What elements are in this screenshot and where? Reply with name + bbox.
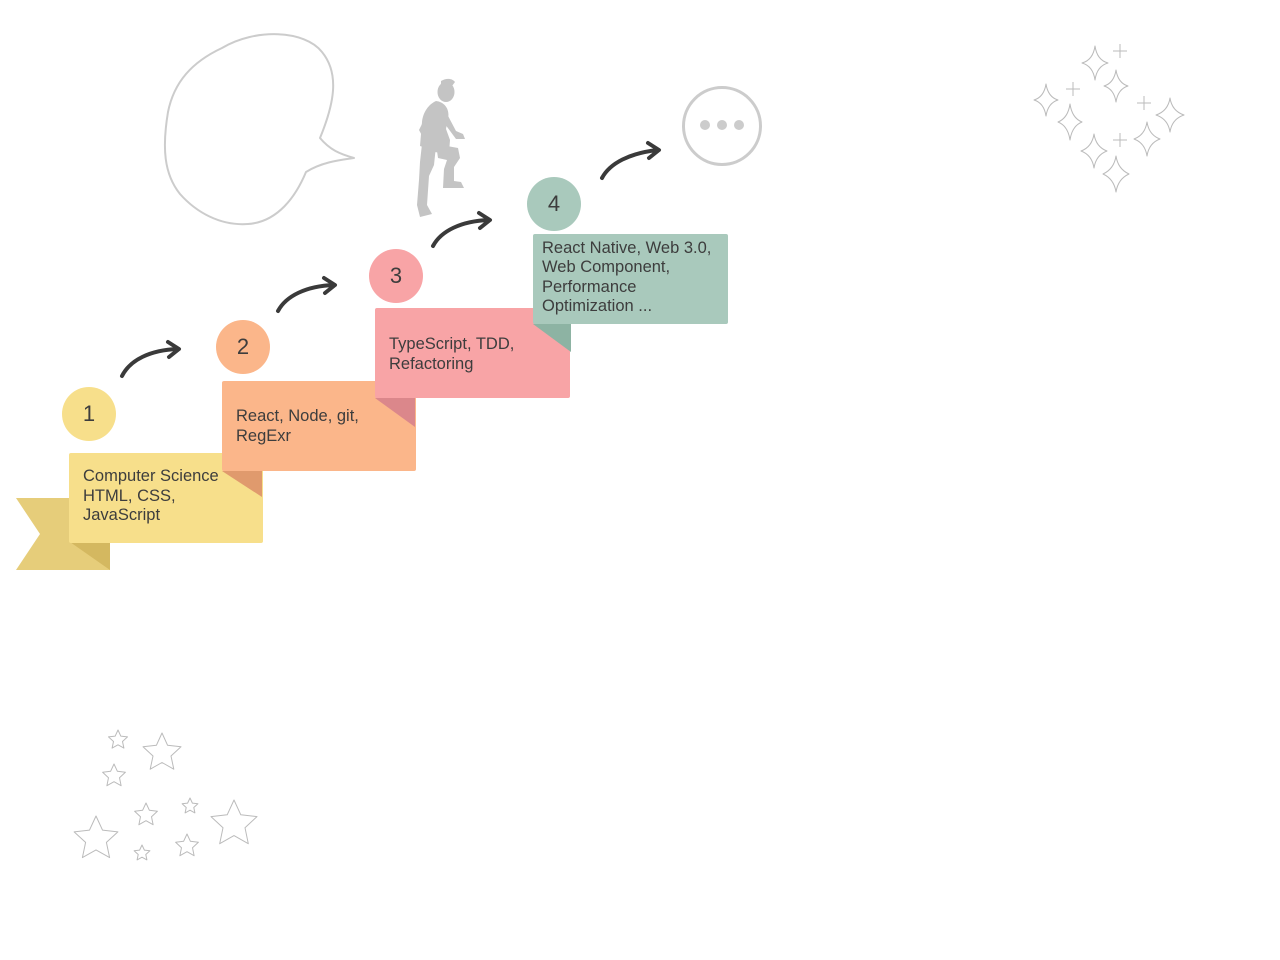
step-3-line-2: Refactoring bbox=[389, 354, 474, 373]
step-1-line-1: Computer Science bbox=[83, 467, 219, 485]
speech-bubble-icon bbox=[163, 33, 355, 226]
step-4-line-1: React Native, Web 3.0, bbox=[542, 239, 712, 257]
step-2-line-2: RegExr bbox=[236, 426, 292, 445]
card-fold-2 bbox=[375, 398, 415, 427]
step-number-3: 3 bbox=[369, 249, 423, 303]
step-4-line-2: Web Component, bbox=[542, 258, 671, 277]
climbing-person-icon bbox=[417, 78, 465, 217]
step-card-4: React Native, Web 3.0, Web Component, Pe… bbox=[533, 234, 728, 324]
sparkles-icon bbox=[1033, 44, 1185, 193]
step-1-line-3: JavaScript bbox=[83, 506, 161, 524]
ribbon-fold-icon bbox=[70, 542, 110, 570]
step-1-line-2: HTML, CSS, bbox=[83, 486, 176, 505]
ellipsis-circle-icon bbox=[682, 86, 762, 166]
arrow-icon bbox=[600, 141, 661, 180]
step-number-2: 2 bbox=[216, 320, 270, 374]
step-4-line-3: Performance bbox=[542, 277, 637, 296]
card-fold-1 bbox=[222, 471, 262, 497]
step-number-4: 4 bbox=[527, 177, 581, 231]
step-4-line-4: Optimization ... bbox=[542, 297, 653, 316]
arrow-icon bbox=[431, 211, 492, 248]
arrow-icon bbox=[120, 340, 181, 378]
step-3-line-1: TypeScript, TDD, bbox=[389, 335, 515, 353]
arrow-icon bbox=[276, 276, 337, 313]
card-fold-3 bbox=[533, 324, 571, 352]
step-2-line-1: React, Node, git, bbox=[236, 407, 359, 425]
step-number-1: 1 bbox=[62, 387, 116, 441]
stars-icon bbox=[73, 729, 258, 861]
